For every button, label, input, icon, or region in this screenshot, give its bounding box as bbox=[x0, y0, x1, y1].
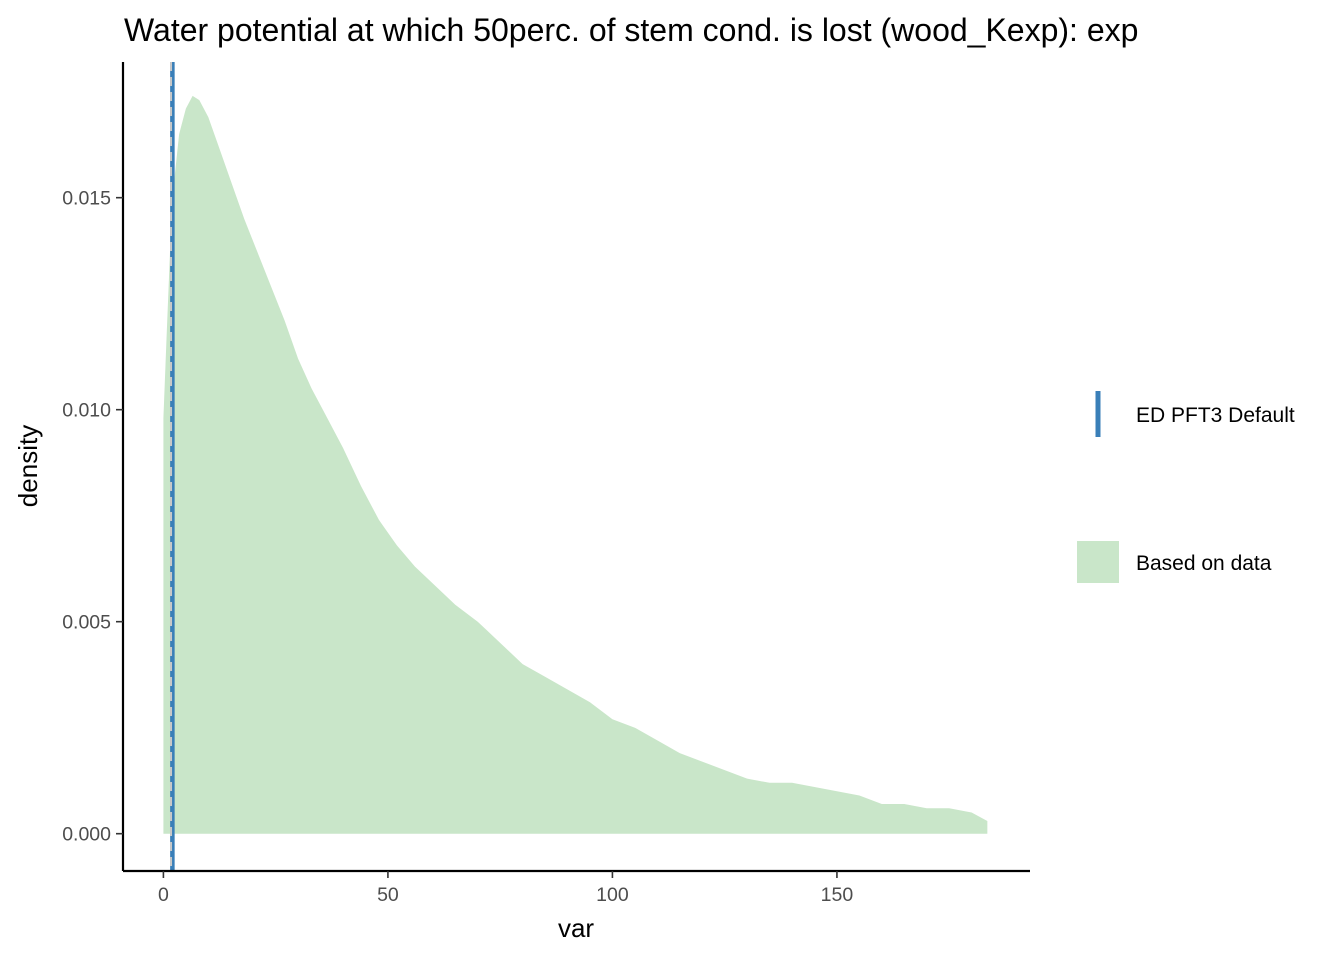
legend: ED PFT3 Default Based on data bbox=[1077, 391, 1295, 583]
x-ticks: 0 50 100 150 bbox=[158, 871, 853, 906]
y-tick-label: 0.015 bbox=[62, 188, 111, 210]
x-tick-label: 150 bbox=[821, 884, 854, 906]
y-ticks: 0.000 0.005 0.010 0.015 bbox=[62, 188, 123, 846]
x-tick-label: 0 bbox=[158, 884, 169, 906]
y-tick-label: 0.000 bbox=[62, 824, 111, 846]
plot-area bbox=[163, 62, 988, 871]
x-tick-label: 50 bbox=[377, 884, 399, 906]
x-axis-title: var bbox=[558, 913, 594, 943]
legend-label-based-on-data: Based on data bbox=[1136, 552, 1272, 575]
axes bbox=[121, 62, 1030, 873]
legend-label-ed-pft3-default: ED PFT3 Default bbox=[1136, 404, 1295, 427]
y-axis-title: density bbox=[13, 425, 43, 507]
chart-title: Water potential at which 50perc. of stem… bbox=[124, 12, 1138, 48]
x-tick-label: 100 bbox=[596, 884, 629, 906]
y-tick-label: 0.005 bbox=[62, 612, 111, 634]
density-area-based-on-data bbox=[163, 95, 988, 834]
legend-key-based-on-data bbox=[1077, 541, 1119, 583]
y-tick-label: 0.010 bbox=[62, 400, 111, 422]
